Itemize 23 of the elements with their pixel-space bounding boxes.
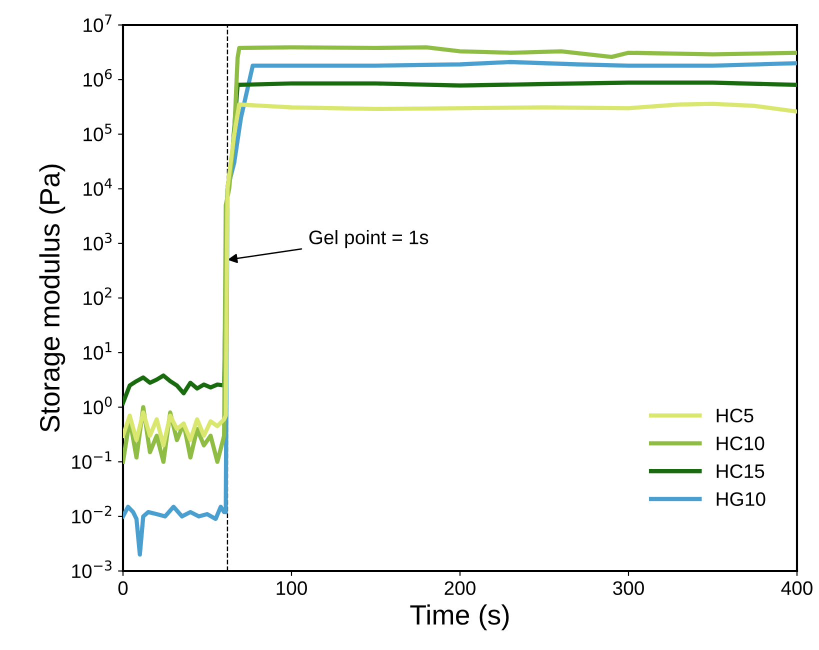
- x-tick-label: 300: [613, 581, 644, 596]
- y-tick-label: 10$^{0}$: [84, 396, 112, 414]
- legend-label: HG10: [716, 492, 766, 506]
- y-tick-label: 10$^{−2}$: [72, 506, 112, 524]
- y-tick-label: 10$^{2}$: [84, 287, 112, 306]
- y-tick-label: 10$^{5}$: [84, 124, 112, 142]
- y-tick-label: 10$^{7}$: [84, 14, 112, 32]
- legend-label: HC5: [716, 408, 754, 422]
- x-tick-label: 100: [276, 581, 307, 596]
- y-tick-label: 10$^{−3}$: [72, 560, 112, 578]
- x-axis-title: Time (s): [410, 604, 509, 630]
- legend-label: HC10: [716, 436, 764, 450]
- y-tick-label: 10$^{3}$: [84, 232, 112, 250]
- y-tick-label: 10$^{6}$: [84, 68, 112, 87]
- y-tick-label: 10$^{−1}$: [72, 451, 112, 469]
- y-tick-label: 10$^{4}$: [84, 178, 112, 196]
- annotation: Gel point = 1s: [309, 230, 428, 248]
- x-tick-label: 0: [118, 581, 128, 596]
- legend-label: HC15: [716, 464, 764, 478]
- x-tick-label: 200: [444, 581, 476, 596]
- y-tick-label: 10$^{1}$: [84, 342, 112, 360]
- x-tick-label: 400: [781, 581, 812, 596]
- y-axis-title: Storage modulus (Pa): [39, 164, 66, 432]
